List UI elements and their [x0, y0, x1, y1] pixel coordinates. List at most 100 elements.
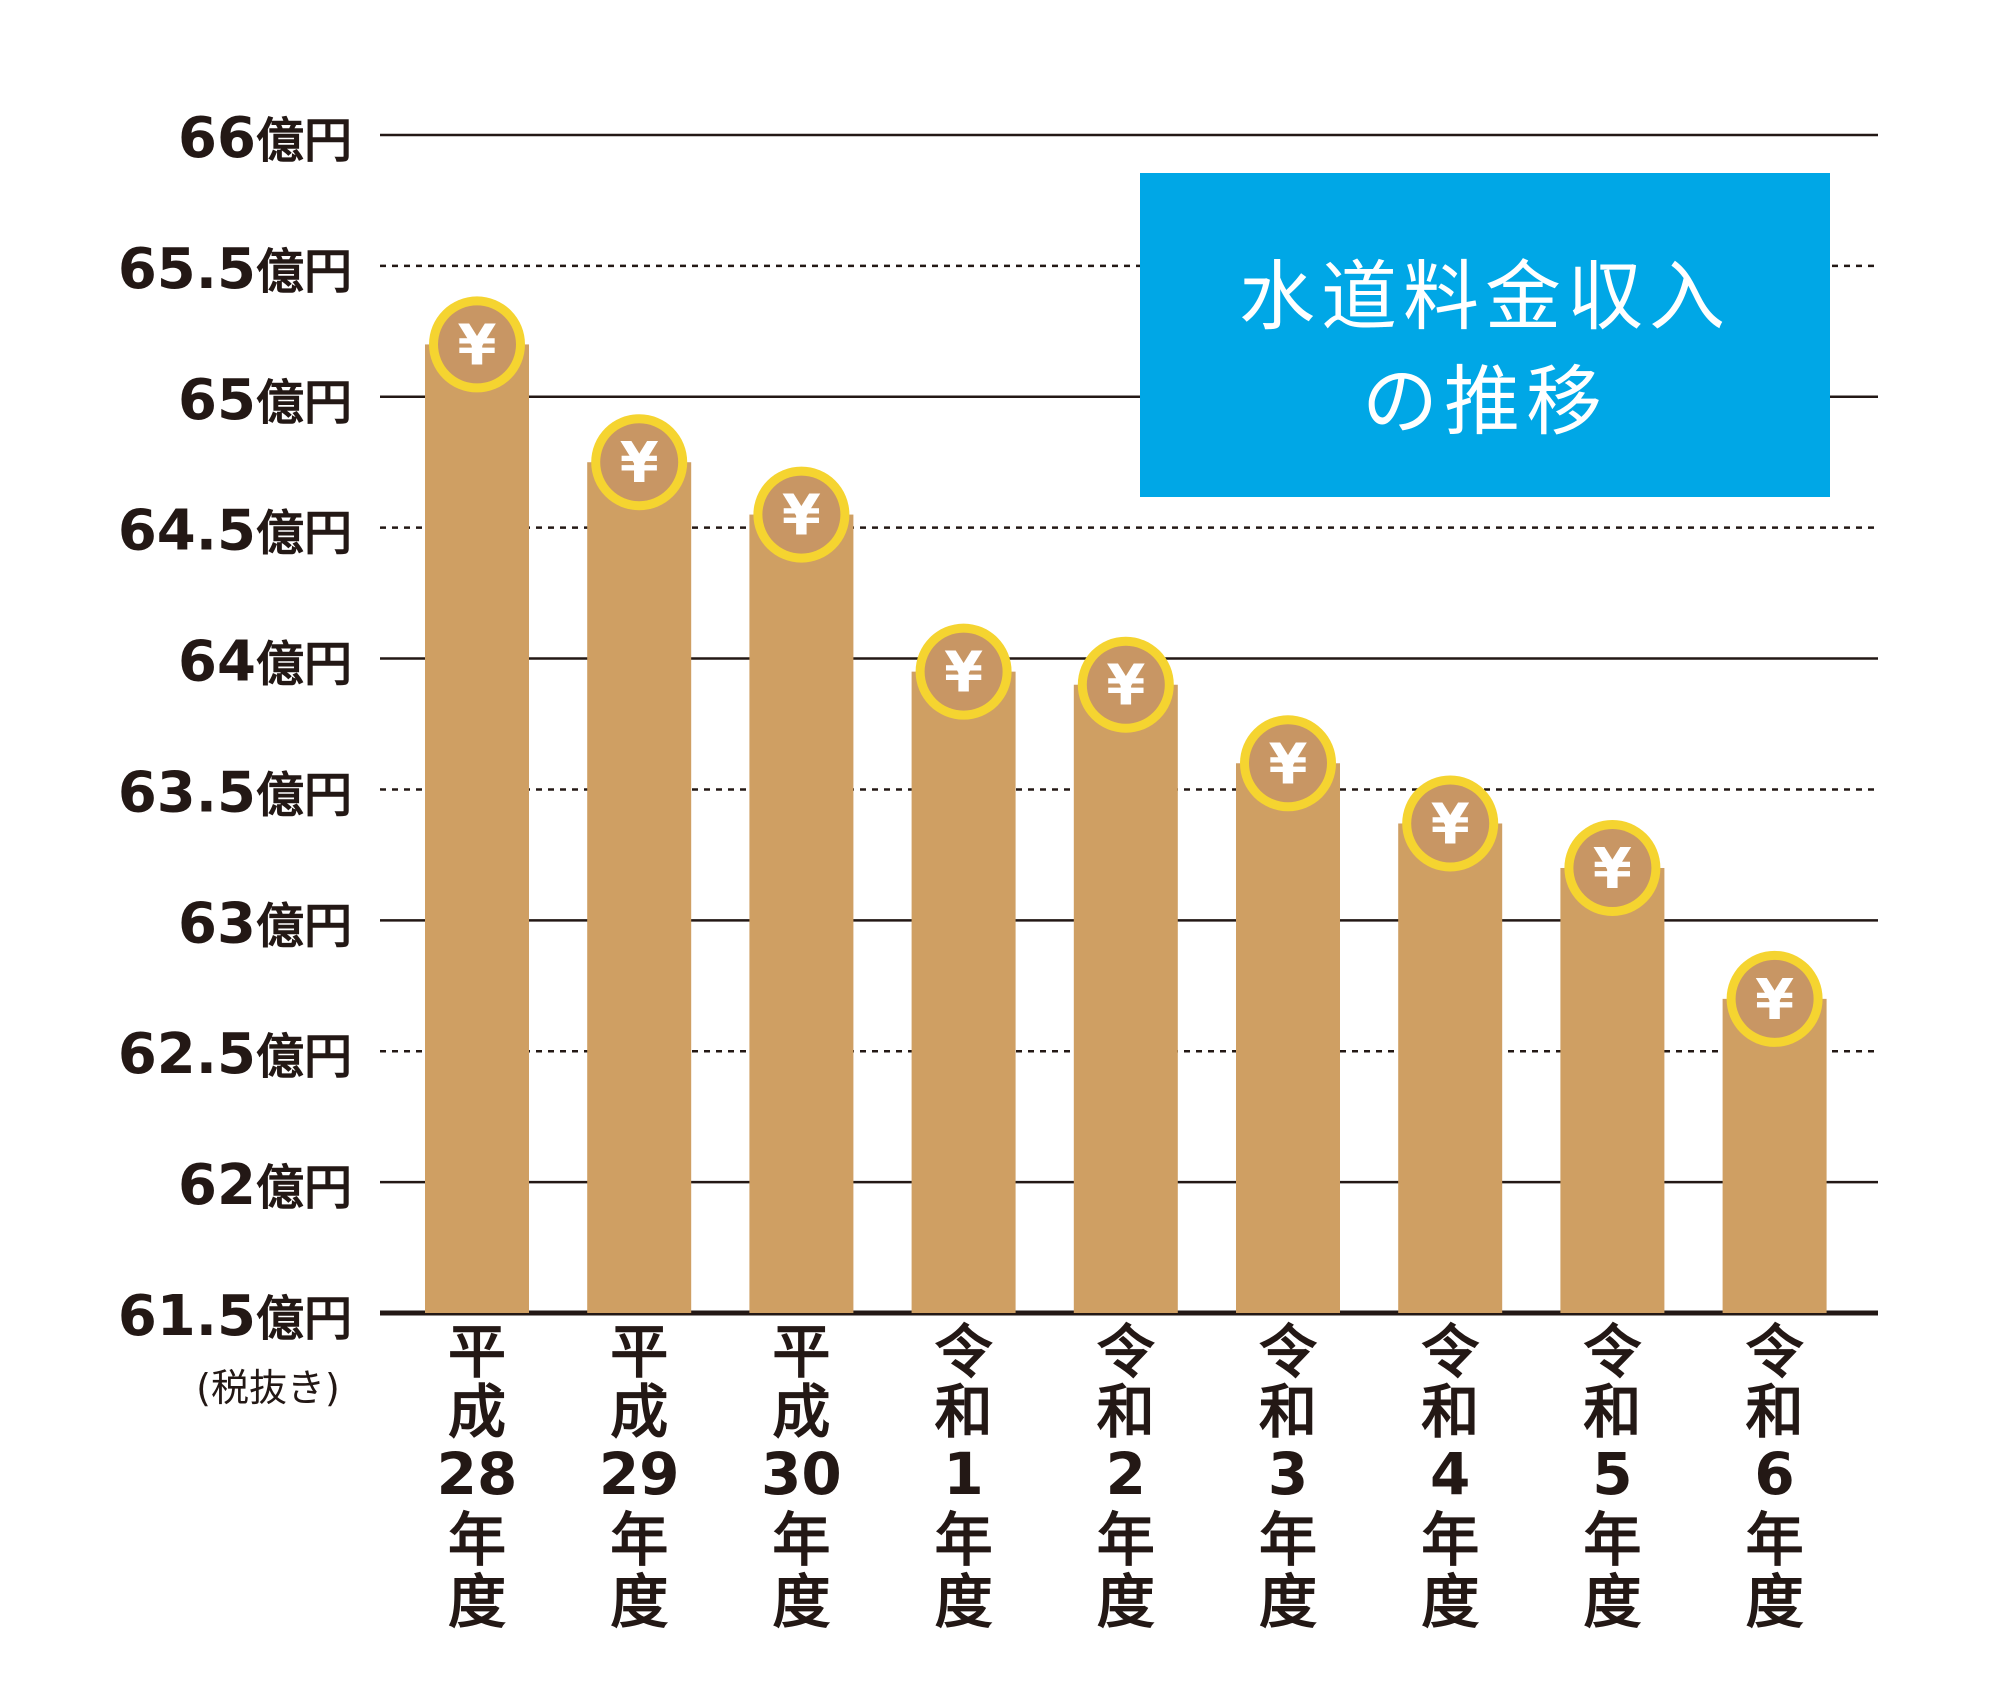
y-axis-ticks: 66億円65.5億円65億円64.5億円64億円63.5億円63億円62.5億円… [118, 106, 352, 1349]
x-tick-label-part: 和 [1097, 1378, 1155, 1446]
bar-group: ¥ [1398, 775, 1503, 1313]
bar [1722, 998, 1827, 1313]
x-tick-label-part: 5 [1592, 1440, 1632, 1508]
yen-symbol: ¥ [782, 484, 821, 549]
x-tick-label-part: 令 [1583, 1318, 1642, 1386]
y-tick-value: 62 [178, 1153, 256, 1218]
y-tick-value: 64 [178, 630, 256, 695]
x-tick-label-part: 年 [1746, 1506, 1804, 1574]
x-tick-label-part: 年 [1097, 1506, 1155, 1574]
x-tick-label-part: 度 [1421, 1568, 1479, 1636]
x-axis-ticks: 平成28年度平成29年度平成30年度令和1年度令和2年度令和3年度令和4年度令和… [437, 1318, 1805, 1636]
y-tick-unit: 億円 [256, 113, 352, 169]
x-tick-label-part: 度 [1097, 1568, 1155, 1636]
y-tick-label: 66億円 [178, 106, 352, 171]
x-tick-label-part: 度 [935, 1568, 993, 1636]
x-tick-label-part: 年 [610, 1506, 668, 1574]
yen-symbol: ¥ [458, 313, 497, 378]
x-tick-label-part: 28 [437, 1440, 518, 1508]
yen-symbol: ¥ [1431, 792, 1470, 857]
x-tick-label-part: 令 [1421, 1318, 1480, 1386]
x-tick-label-part: 年 [1259, 1506, 1317, 1574]
yen-coin-icon [1249, 724, 1327, 803]
y-tick-unit: 億円 [256, 1029, 352, 1085]
bar [1398, 823, 1503, 1313]
y-tick-value: 65 [178, 368, 256, 433]
x-tick-label-part: 度 [1746, 1568, 1804, 1636]
bar [749, 514, 854, 1313]
yen-coin-icon [438, 305, 516, 384]
x-tick-label-part: 令 [1097, 1318, 1156, 1386]
bar-group: ¥ [1560, 819, 1665, 1313]
y-tick-label: 65.5億円 [118, 237, 352, 302]
y-tick-unit: 億円 [256, 1160, 352, 1216]
bar-group: ¥ [911, 623, 1016, 1313]
title-background [1140, 173, 1830, 497]
y-tick-unit: 億円 [256, 637, 352, 693]
y-tick-unit: 億円 [256, 898, 352, 954]
x-tick-label-part: 成 [610, 1378, 668, 1446]
y-tick-label: 65億円 [178, 368, 352, 433]
bar [1073, 684, 1178, 1313]
y-tick-unit: 億円 [256, 244, 352, 300]
yen-coin-icon [1573, 828, 1652, 907]
x-tick-label-part: 和 [935, 1378, 993, 1446]
y-tick-label: 61.5億円 [118, 1284, 352, 1349]
bar [1236, 763, 1340, 1313]
y-tick-value: 61.5 [118, 1284, 256, 1349]
yen-symbol: ¥ [1106, 654, 1145, 719]
y-tick-value: 63.5 [118, 760, 256, 825]
x-tick-label-part: 30 [761, 1440, 842, 1508]
bar-group: ¥ [425, 296, 529, 1313]
x-tick-label-part: 度 [448, 1568, 506, 1636]
x-tick-label-part: 4 [1430, 1440, 1470, 1508]
title-box: 水道料金収入 の推移 [1140, 173, 1830, 497]
x-tick-label-part: 29 [599, 1440, 680, 1508]
x-tick-label-part: 令 [1259, 1318, 1318, 1386]
yen-symbol: ¥ [1593, 837, 1632, 902]
x-tick-label-part: 平 [610, 1318, 668, 1386]
bar-group: ¥ [749, 466, 854, 1313]
yen-coin-icon [1411, 784, 1490, 863]
bars: ¥ ¥ ¥ ¥ ¥ ¥ ¥ ¥ ¥ [425, 296, 1827, 1313]
x-tick-label-part: 年 [448, 1506, 506, 1574]
yen-symbol: ¥ [944, 641, 983, 706]
y-tick-label: 63億円 [178, 891, 352, 956]
y-tick-label: 62億円 [178, 1153, 352, 1218]
yen-symbol: ¥ [1755, 968, 1794, 1033]
y-tick-value: 64.5 [118, 499, 256, 564]
x-tick-label-part: 成 [772, 1378, 830, 1446]
x-tick-label-part: 度 [1583, 1568, 1641, 1636]
y-tick-value: 66 [178, 106, 256, 171]
bar [911, 671, 1016, 1313]
y-tick-unit: 億円 [256, 375, 352, 431]
yen-coin-icon [762, 475, 841, 554]
x-tick-label-part: 平 [448, 1318, 506, 1386]
bar-group: ¥ [1073, 636, 1178, 1313]
x-tick-label-part: 年 [1421, 1506, 1479, 1574]
y-tick-unit: 億円 [256, 767, 352, 823]
y-tick-label: 64.5億円 [118, 499, 352, 564]
y-tick-value: 62.5 [118, 1022, 256, 1087]
y-tick-label: 63.5億円 [118, 760, 352, 825]
y-tick-unit: 億円 [256, 506, 352, 562]
x-tick-label-part: 2 [1106, 1440, 1146, 1508]
y-tick-value: 63 [178, 891, 256, 956]
y-tick-label: 64億円 [178, 630, 352, 695]
yen-coin-icon [600, 423, 679, 502]
title-line-2: の推移 [1362, 357, 1608, 446]
yen-coin-icon [1086, 645, 1165, 724]
y-tick-value: 65.5 [118, 237, 256, 302]
bar [587, 462, 692, 1313]
x-tick-label-part: 令 [935, 1318, 994, 1386]
x-tick-label-part: 和 [1583, 1378, 1641, 1446]
x-tick-label-part: 度 [772, 1568, 830, 1636]
